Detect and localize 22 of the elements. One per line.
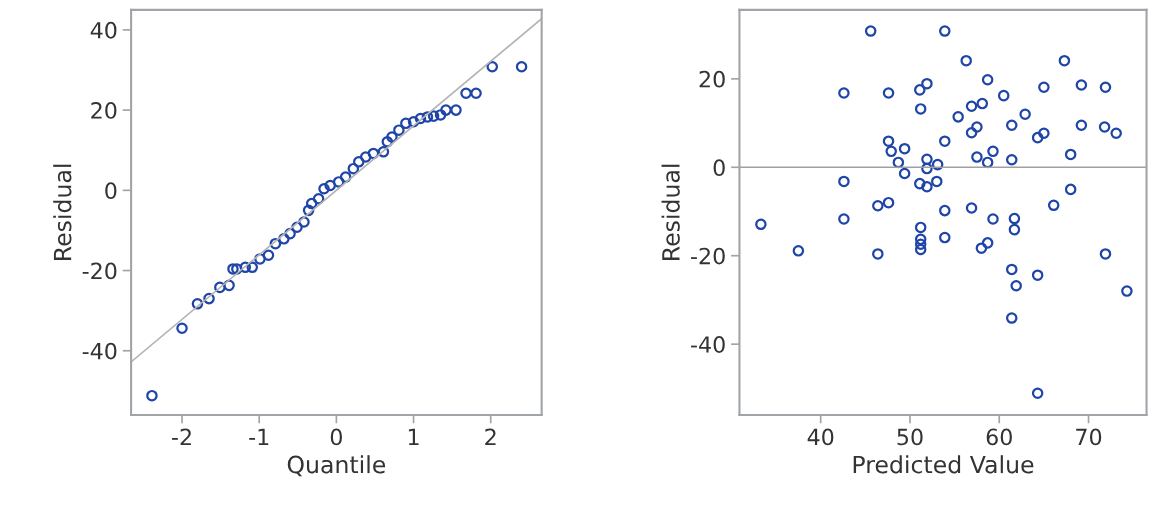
x-tick-label: 1: [408, 428, 419, 445]
y-tick-label: -20: [691, 247, 725, 265]
y-tick-label: 20: [699, 70, 725, 88]
x-tick-label: -1: [249, 428, 269, 445]
x-axis-title: Quantile: [287, 455, 386, 477]
x-axis-title: Predicted Value: [853, 455, 1034, 474]
x-tick-label: 60: [986, 428, 1012, 446]
y-tick-label: 20: [91, 102, 117, 119]
y-tick-label: -40: [82, 342, 117, 360]
y-axis-title: Residual: [53, 164, 72, 260]
x-tick-label: 70: [1076, 428, 1102, 446]
y-tick-label: 0: [105, 182, 117, 200]
x-tick-label: -2: [172, 428, 191, 445]
x-tick-label: 2: [485, 428, 496, 445]
y-tick-label: 0: [713, 159, 725, 177]
y-tick-label: 40: [90, 21, 117, 39]
x-tick-label: 50: [897, 428, 923, 446]
x-tick-label: 0: [330, 428, 342, 446]
y-axis-title: Residual: [661, 164, 680, 260]
y-tick-label: -20: [82, 262, 117, 280]
y-tick-label: -40: [691, 336, 725, 353]
x-tick-label: 40: [807, 428, 834, 446]
